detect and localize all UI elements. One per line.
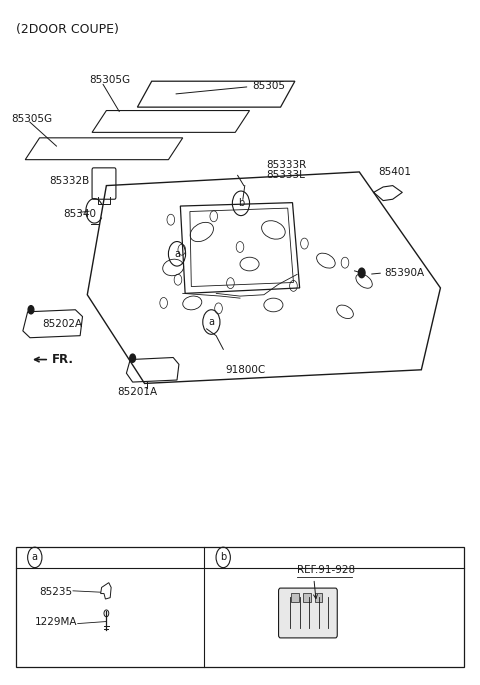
Text: 85401: 85401 [378,167,411,177]
Text: a: a [32,552,38,562]
Text: REF.91-928: REF.91-928 [297,565,355,575]
Text: 91800C: 91800C [226,365,266,375]
Text: 85333R: 85333R [266,160,307,170]
Text: 85305: 85305 [252,81,285,91]
Text: a: a [174,249,180,259]
Text: 1229MA: 1229MA [35,617,77,627]
Text: a: a [208,317,215,327]
Text: 85305G: 85305G [90,75,131,85]
Text: 85235: 85235 [39,587,72,597]
Bar [315,593,323,602]
FancyBboxPatch shape [278,588,337,638]
Bar [303,593,311,602]
Text: (2DOOR COUPE): (2DOOR COUPE) [16,23,119,36]
Circle shape [28,306,34,314]
Circle shape [130,354,135,362]
Text: 85333L: 85333L [266,170,305,179]
Bar [16,547,464,667]
Text: b: b [238,199,244,208]
Text: FR.: FR. [51,353,73,366]
Bar [291,593,299,602]
Text: 85305G: 85305G [11,114,52,125]
Circle shape [359,268,365,277]
Text: 85332B: 85332B [49,176,90,186]
Text: 85340: 85340 [63,209,96,219]
Text: 85201A: 85201A [117,387,157,397]
Text: 85202A: 85202A [42,319,82,329]
Text: b: b [220,552,227,562]
Text: 85390A: 85390A [384,268,425,278]
